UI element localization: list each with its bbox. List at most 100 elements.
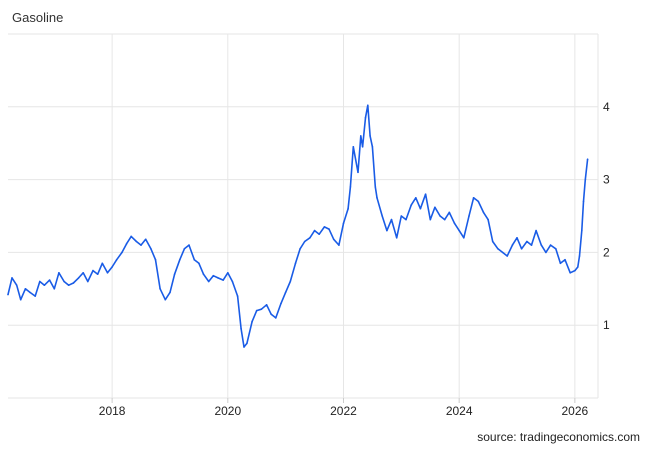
data-point [415,197,417,199]
data-point [92,269,94,272]
data-point [390,218,393,221]
data-point [477,200,480,203]
data-point [535,229,537,232]
data-point [526,240,528,243]
data-point [318,233,321,235]
data-point [72,282,75,284]
data-point [198,262,200,265]
x-tick-label-2022: 2022 [330,404,357,418]
data-point [569,272,571,274]
data-point [19,298,22,301]
data-point [154,258,157,261]
data-point [491,240,494,243]
data-point [183,248,186,250]
data-point [581,229,583,232]
data-point [207,280,210,283]
data-point [367,104,369,107]
data-point [240,328,242,330]
data-point [482,211,485,214]
data-point [159,288,161,290]
data-point [332,238,335,241]
data-point [400,215,403,217]
data-point [371,146,374,148]
data-point [265,304,268,306]
data-point [323,226,326,228]
source-note: source: tradingeconomics.com [477,430,640,444]
data-point [106,272,109,274]
data-point [130,235,132,238]
data-point [299,248,301,250]
data-point [328,228,330,230]
data-point [497,248,499,250]
data-point [217,277,219,279]
series-layer [7,104,589,348]
data-point [369,135,371,137]
data-point [77,277,80,279]
data-point [424,193,427,195]
x-tick-label-2018: 2018 [99,404,126,418]
data-point [349,186,352,188]
data-point [472,197,475,199]
data-point [516,237,518,239]
data-point [463,237,465,239]
data-point [448,211,451,214]
data-point [555,248,557,250]
data-point [48,279,51,281]
data-point [574,269,576,272]
data-point [564,258,566,261]
data-point [582,200,585,203]
data-point [501,251,504,254]
data-point [15,284,18,287]
data-point [584,178,587,181]
data-point [243,346,245,348]
data-point [294,262,297,265]
data-point [251,320,253,323]
chart-title: Gasoline [12,10,64,25]
data-point [212,274,215,277]
data-point [7,293,9,296]
data-point [164,298,167,301]
data-point [193,258,196,261]
data-point [101,262,104,265]
data-point [578,255,581,257]
data-point [352,146,355,148]
data-point [468,215,470,217]
data-point [275,317,277,319]
data-point [439,215,441,217]
data-point [58,272,60,274]
data-point [381,215,384,217]
data-point [43,284,46,287]
data-point [39,280,41,283]
data-point [150,248,152,250]
data-point [376,197,378,199]
data-point [29,291,31,294]
x-axis-ticks: 2018 2020 2022 2024 2026 [99,398,589,418]
data-point [222,279,224,281]
y-tick-label-1: 1 [603,318,610,332]
data-point [577,266,579,268]
data-point [511,244,514,246]
data-point [453,222,456,225]
data-point [34,295,36,297]
data-point [395,237,398,239]
data-point [586,158,589,160]
data-point [231,280,234,283]
data-point [506,255,509,257]
data-point [246,342,248,345]
data-point [443,218,446,221]
data-point [284,291,287,294]
data-point [342,222,345,225]
data-point [169,291,171,294]
data-point [419,207,422,210]
data-point [357,171,359,174]
data-point [280,302,282,305]
data-point [270,313,273,316]
data-point [520,248,523,250]
data-point [144,238,147,241]
series-line-0 [7,104,589,348]
y-tick-label-4: 4 [603,100,610,114]
data-point [24,288,27,290]
data-point [487,218,489,221]
data-point [173,273,176,276]
